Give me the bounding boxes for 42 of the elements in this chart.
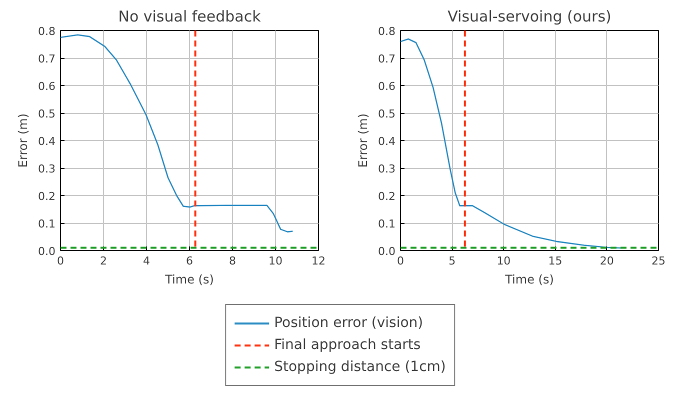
line-series [400,38,622,249]
x-tick-label: 15 [548,254,562,268]
y-axis-title: Error (m) [356,113,370,168]
chart-title: Visual-servoing (ours) [448,8,612,26]
chart-title: No visual feedback [118,8,262,26]
x-tick-label: 0 [397,254,404,268]
y-tick-label: 0.2 [38,190,56,203]
y-tick-label: 0.5 [378,108,396,120]
y-tick-label: 0.3 [378,162,396,176]
x-axis-title: Time (s) [504,272,554,286]
y-tick-label: 0.1 [38,218,56,230]
x-tick-label: 12 [312,254,326,268]
x-tick-label: 6 [186,254,193,268]
y-tick-label: 0.5 [38,108,56,120]
x-tick-label: 8 [229,254,236,268]
y-tick-label: 0.4 [38,135,56,148]
legend-label: Position error (vision) [274,315,424,331]
y-tick-label: 0.7 [378,52,396,66]
y-tick-label: 0.7 [38,52,56,66]
x-tick-label: 0 [57,254,64,268]
x-tick-label: 5 [448,254,456,268]
x-tick-label: 2 [100,254,107,268]
legend-label: Final approach starts [274,337,421,353]
y-tick-label: 0.8 [378,25,396,38]
y-tick-label: 0.8 [38,25,56,38]
x-tick-label: 4 [143,254,150,268]
x-tick-label: 25 [652,254,666,268]
y-tick-label: 0.0 [378,245,396,258]
y-tick-label: 0.6 [378,80,396,93]
x-axis-title: Time (s) [164,272,214,286]
x-tick-label: 20 [600,254,614,268]
x-tick-label: 10 [496,254,511,268]
y-tick-label: 0.4 [378,135,396,148]
y-axis-title: Error (m) [16,113,30,168]
legend-label: Stopping distance (1cm) [274,359,446,375]
y-tick-label: 0.2 [378,190,396,203]
y-tick-label: 0.1 [378,218,396,230]
x-tick-label: 10 [268,254,282,268]
y-tick-label: 0.3 [38,162,56,176]
y-tick-label: 0.0 [38,245,56,258]
line-series [60,34,294,232]
y-tick-label: 0.6 [38,80,56,93]
